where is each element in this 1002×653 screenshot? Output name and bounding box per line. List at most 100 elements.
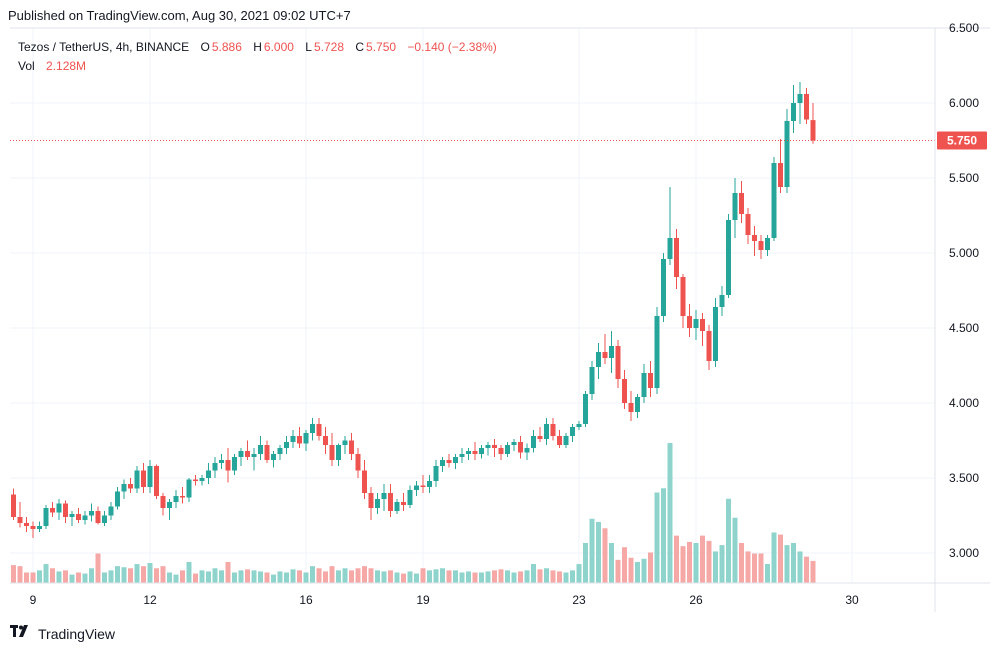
candle-body bbox=[30, 526, 36, 529]
volume-bar bbox=[661, 488, 666, 583]
candle-body bbox=[609, 346, 614, 358]
candle-body bbox=[498, 448, 504, 454]
price-axis: 6.500 6.000 5.500 5.000 4.500 4.000 3.500 3.000 bbox=[949, 21, 979, 560]
candle-body bbox=[193, 479, 198, 481]
footer-brand[interactable]: TradingView bbox=[38, 625, 116, 642]
volume-bar bbox=[375, 570, 380, 583]
volume-bar bbox=[401, 573, 406, 583]
candle-body bbox=[732, 193, 738, 220]
volume-bar bbox=[30, 572, 36, 583]
candle-body bbox=[427, 481, 432, 487]
candle-body bbox=[401, 502, 406, 505]
candle-body bbox=[63, 503, 68, 517]
candle-body bbox=[323, 436, 328, 445]
candle-body bbox=[706, 331, 712, 361]
candle-body bbox=[141, 470, 146, 487]
candle-body bbox=[290, 436, 296, 442]
candle-body bbox=[654, 316, 660, 388]
candle-body bbox=[316, 424, 322, 436]
candle-body bbox=[225, 460, 231, 471]
volume-bar bbox=[349, 570, 354, 583]
time-tick-label: 9 bbox=[30, 593, 37, 607]
volume-bar bbox=[17, 566, 23, 583]
open-label: O bbox=[200, 40, 210, 54]
volume-bar bbox=[173, 574, 179, 583]
volume-bar bbox=[745, 551, 751, 583]
volume-bar bbox=[706, 540, 712, 583]
candle-body bbox=[524, 448, 530, 453]
candle-body bbox=[329, 445, 335, 460]
volume-bar bbox=[609, 543, 614, 583]
candle-body bbox=[622, 379, 627, 403]
candle-body bbox=[674, 238, 679, 277]
candle-body bbox=[303, 433, 309, 444]
volume-bar bbox=[245, 569, 250, 583]
volume-bar bbox=[43, 564, 49, 583]
volume-bar bbox=[11, 565, 16, 583]
price-tick-label: 3.500 bbox=[949, 471, 979, 485]
candle-body bbox=[245, 451, 250, 457]
candle-body bbox=[537, 436, 543, 439]
volume-bar bbox=[316, 568, 322, 583]
volume-bar bbox=[414, 573, 419, 583]
candle-body bbox=[492, 445, 497, 448]
price-tick-label: 4.500 bbox=[949, 321, 979, 335]
candle-body bbox=[641, 373, 647, 397]
candle-body bbox=[576, 424, 582, 427]
candle-body bbox=[69, 514, 75, 517]
volume-bar bbox=[472, 572, 478, 583]
volume-bar bbox=[329, 566, 335, 583]
volume-bar bbox=[693, 543, 699, 583]
volume-bar bbox=[134, 564, 140, 583]
candle-body bbox=[589, 367, 595, 394]
volume-bar bbox=[524, 570, 530, 583]
volume-bar bbox=[726, 498, 731, 583]
candle-body bbox=[167, 502, 172, 508]
candle-body bbox=[563, 436, 569, 445]
volume-bar bbox=[206, 571, 211, 583]
volume-bar bbox=[284, 572, 289, 583]
volume-bar bbox=[804, 556, 809, 583]
candle-body bbox=[433, 466, 439, 481]
volume-bar bbox=[108, 570, 114, 583]
volume-bar bbox=[271, 574, 276, 583]
volume-bar bbox=[758, 553, 764, 583]
volume-bar bbox=[622, 547, 627, 583]
volume-bar bbox=[563, 572, 569, 583]
volume-bar bbox=[641, 558, 647, 583]
candle-body bbox=[154, 466, 159, 496]
volume-bar bbox=[50, 568, 55, 583]
candle-body bbox=[349, 440, 354, 454]
volume-bar bbox=[82, 573, 88, 583]
candle-body bbox=[342, 440, 348, 445]
candle-body bbox=[680, 277, 686, 316]
candles bbox=[11, 82, 816, 538]
volume-bar bbox=[485, 571, 491, 583]
volume-bar bbox=[479, 572, 484, 583]
volume-bar bbox=[310, 566, 315, 583]
candle-body bbox=[115, 491, 120, 507]
volume-bar bbox=[394, 572, 400, 583]
change-value: −0.140 (−2.38%) bbox=[407, 40, 497, 54]
candle-body bbox=[485, 445, 491, 448]
volume-bar bbox=[771, 532, 777, 583]
candle-body bbox=[368, 493, 374, 508]
candle-body bbox=[804, 94, 809, 120]
close-value: 5.750 bbox=[366, 40, 397, 54]
volume-label: Vol bbox=[18, 59, 35, 73]
volume-bar bbox=[323, 571, 328, 583]
candle-body bbox=[791, 103, 796, 121]
price-tick-label: 6.500 bbox=[949, 21, 979, 35]
candle-body bbox=[102, 515, 107, 523]
volume-bar bbox=[667, 443, 673, 583]
candle-body bbox=[758, 241, 764, 250]
tradingview-logo-icon[interactable] bbox=[10, 624, 32, 643]
volume-bar bbox=[446, 570, 452, 583]
candle-body bbox=[43, 508, 49, 526]
candle-body bbox=[11, 494, 16, 517]
candle-body bbox=[544, 424, 549, 439]
volume-bar bbox=[518, 571, 523, 583]
volume-bar bbox=[89, 568, 94, 583]
volume-bar bbox=[167, 572, 172, 583]
